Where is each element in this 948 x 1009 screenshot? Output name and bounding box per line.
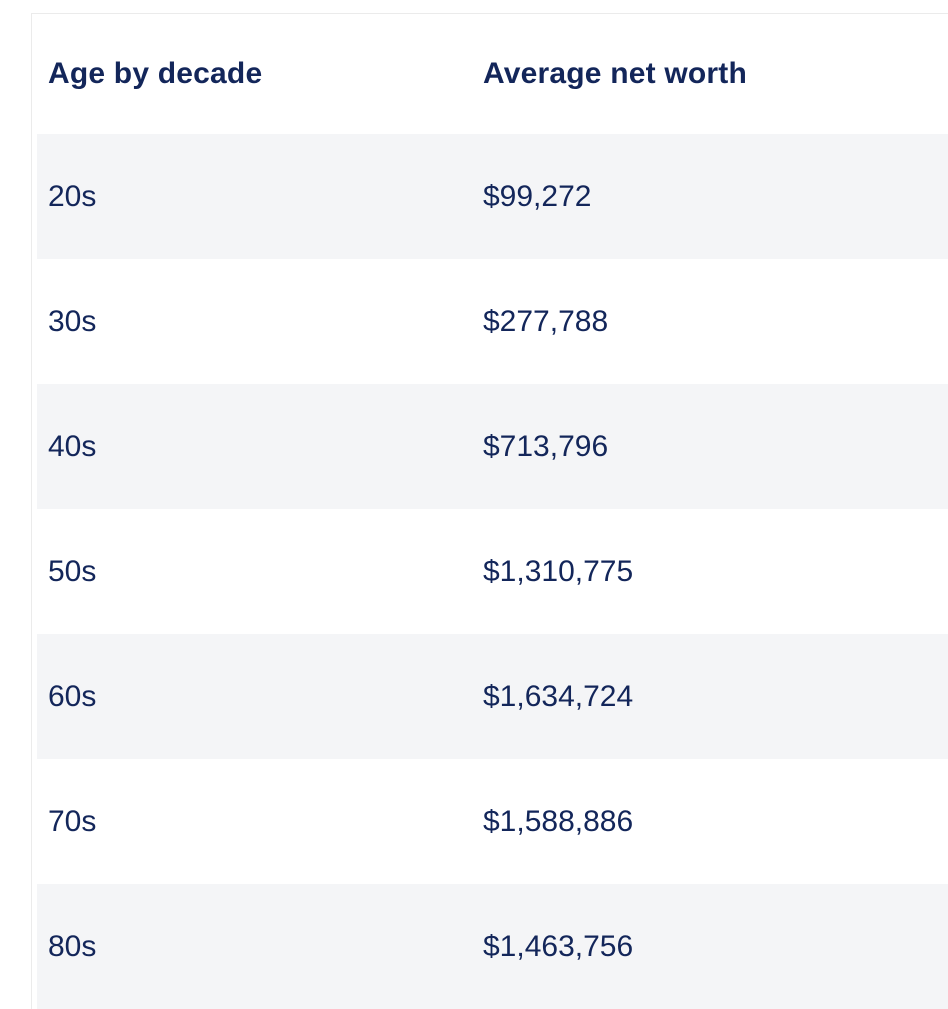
age-cell: 80s — [48, 929, 97, 963]
net-worth-cell: $1,463,756 — [483, 929, 634, 963]
column-header-age-by-decade: Age by decade — [48, 57, 263, 90]
age-cell: 70s — [48, 804, 97, 838]
table-row: 30s $277,788 — [37, 259, 948, 384]
net-worth-cell: $1,634,724 — [483, 679, 634, 713]
table-row: 80s $1,463,756 — [37, 884, 948, 1009]
age-cell: 20s — [48, 179, 97, 213]
table-row: 60s $1,634,724 — [37, 634, 948, 759]
net-worth-cell: $713,796 — [483, 429, 609, 463]
column-header-average-net-worth: Average net worth — [483, 57, 748, 90]
table-body: 20s $99,272 30s $277,788 40s $713,796 50… — [37, 134, 948, 1009]
age-cell: 40s — [48, 429, 97, 463]
age-cell: 50s — [48, 554, 97, 588]
net-worth-cell: $99,272 — [483, 179, 592, 213]
age-cell: 60s — [48, 679, 97, 713]
age-cell: 30s — [48, 304, 97, 338]
net-worth-cell: $277,788 — [483, 304, 609, 338]
net-worth-cell: $1,588,886 — [483, 804, 634, 838]
net-worth-cell: $1,310,775 — [483, 554, 634, 588]
table-row: 70s $1,588,886 — [37, 759, 948, 884]
table-header-row: Age by decade Average net worth — [37, 14, 948, 134]
table-row: 20s $99,272 — [37, 134, 948, 259]
table-row: 50s $1,310,775 — [37, 509, 948, 634]
table-row: 40s $713,796 — [37, 384, 948, 509]
net-worth-by-age-table: Age by decade Average net worth 20s $99,… — [31, 13, 948, 1009]
